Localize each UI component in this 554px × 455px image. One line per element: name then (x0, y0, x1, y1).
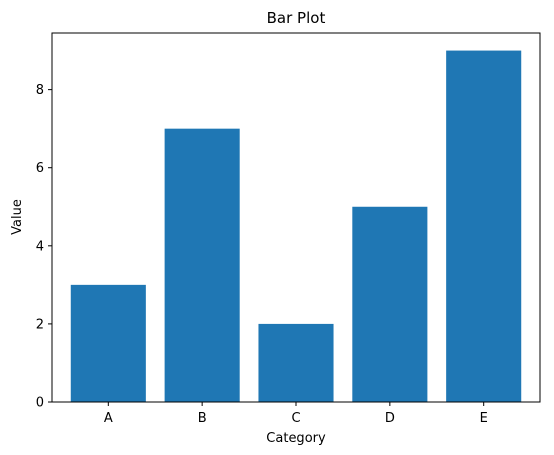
bar-c (258, 323, 334, 402)
x-tick-label: D (385, 411, 395, 426)
x-axis-label: Category (266, 431, 326, 446)
y-tick-label: 4 (36, 239, 44, 254)
x-tick-label: A (104, 411, 113, 426)
bar-b (164, 128, 240, 403)
plot-area-frame (51, 32, 541, 403)
y-tick-label: 8 (36, 83, 44, 98)
y-axis-label: Value (10, 199, 25, 235)
bar-a (70, 284, 146, 402)
y-tick-label: 6 (36, 161, 44, 176)
x-axis-ticks: A B C D E (104, 402, 488, 426)
y-tick-label: 0 (36, 396, 44, 411)
y-tick-label: 2 (36, 317, 44, 332)
chart-title: Bar Plot (267, 9, 326, 27)
x-tick-label: B (198, 411, 207, 426)
bars (70, 50, 522, 403)
bar-d (352, 206, 428, 402)
bar-e (446, 50, 522, 402)
x-tick-label: C (291, 411, 300, 426)
y-axis-ticks: 0 2 4 6 8 (36, 83, 52, 411)
x-tick-label: E (480, 411, 488, 426)
